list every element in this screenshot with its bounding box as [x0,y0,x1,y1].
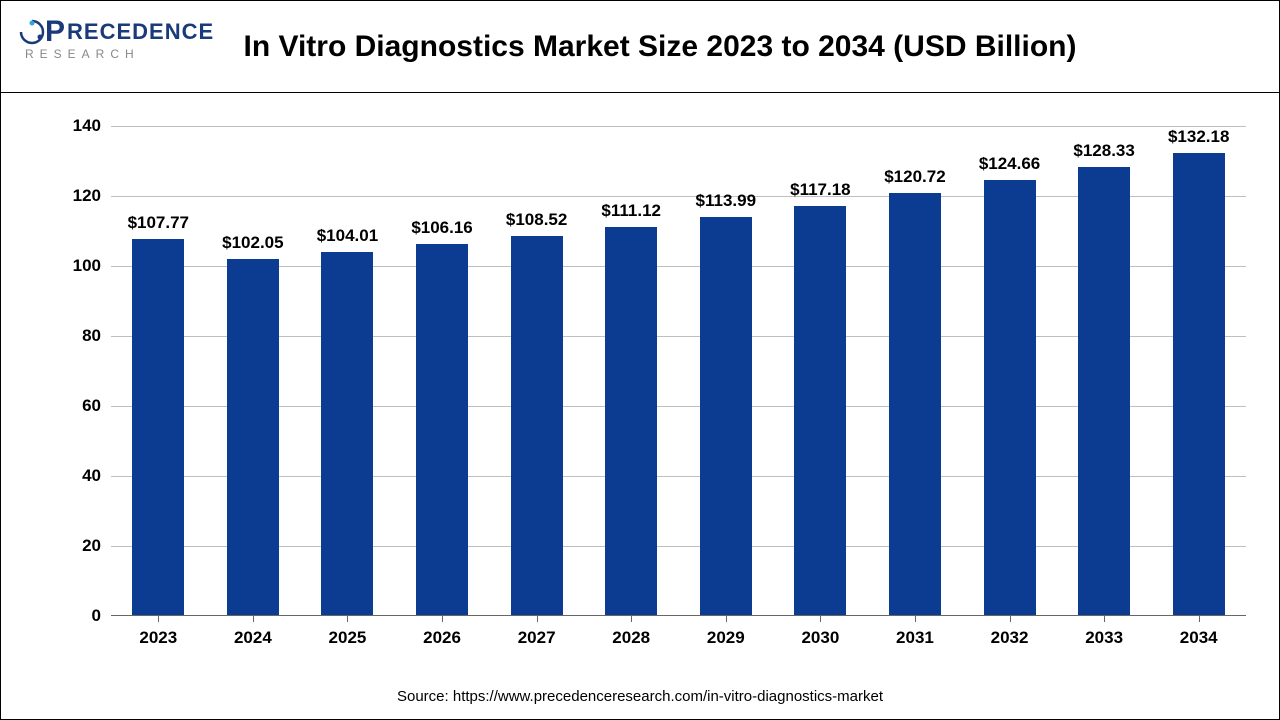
bar-slot: $128.33 [1057,126,1152,616]
bar [1173,153,1225,616]
bar-slot: $106.16 [395,126,490,616]
x-tick-label: 2032 [962,628,1057,648]
x-tick-label: 2031 [868,628,963,648]
logo-swirl-icon [19,19,45,45]
chart-container: P RECEDENCE RESEARCH In Vitro Diagnostic… [0,0,1280,720]
bar-slot: $117.18 [773,126,868,616]
bar-slot: $108.52 [489,126,584,616]
y-tick-label: 0 [56,606,101,626]
x-tick-mark [631,616,632,622]
y-tick-label: 120 [56,186,101,206]
x-tick-label: 2028 [584,628,679,648]
x-tick-label: 2030 [773,628,868,648]
bar [416,244,468,616]
chart-area: 020406080100120140 $107.77$102.05$104.01… [56,126,1246,656]
bar [605,227,657,616]
logo-line1: P RECEDENCE [19,15,179,49]
source-text: Source: https://www.precedenceresearch.c… [1,688,1279,705]
y-tick-label: 20 [56,536,101,556]
x-tick-mark [1010,616,1011,622]
y-tick-label: 60 [56,396,101,416]
header: P RECEDENCE RESEARCH In Vitro Diagnostic… [1,1,1279,93]
x-tick-label: 2024 [206,628,301,648]
x-tick-mark [1199,616,1200,622]
bar [984,180,1036,616]
bars-group: $107.77$102.05$104.01$106.16$108.52$111.… [111,126,1246,616]
x-tick-mark [915,616,916,622]
x-tick-mark [1104,616,1105,622]
x-tick-label: 2033 [1057,628,1152,648]
bar [227,259,279,616]
bar-slot: $104.01 [300,126,395,616]
x-tick-mark [726,616,727,622]
plot-area: $107.77$102.05$104.01$106.16$108.52$111.… [111,126,1246,616]
x-tick-label: 2025 [300,628,395,648]
bar [321,252,373,616]
x-tick-label: 2026 [395,628,490,648]
x-tick-label: 2023 [111,628,206,648]
y-tick-label: 80 [56,326,101,346]
bar-value-label: $107.77 [102,213,215,233]
bar [794,206,846,616]
x-tick-mark [820,616,821,622]
bar-slot: $113.99 [679,126,774,616]
bar-slot: $124.66 [962,126,1057,616]
bar [700,217,752,616]
bar-slot: $102.05 [206,126,301,616]
x-tick-label: 2034 [1151,628,1246,648]
logo-letter-p: P [45,15,66,49]
bar-slot: $132.18 [1151,126,1246,616]
bar-slot: $107.77 [111,126,206,616]
bar-slot: $120.72 [868,126,963,616]
bar [1078,167,1130,616]
bar [889,193,941,616]
x-tick-mark [442,616,443,622]
x-tick-label: 2027 [489,628,584,648]
x-tick-mark [158,616,159,622]
x-axis-line [111,615,1246,616]
x-tick-mark [347,616,348,622]
x-tick-mark [537,616,538,622]
bar [511,236,563,616]
logo-line2: RESEARCH [25,47,179,61]
bar-slot: $111.12 [584,126,679,616]
y-tick-label: 100 [56,256,101,276]
x-tick-label: 2029 [679,628,774,648]
y-tick-label: 40 [56,466,101,486]
logo-text-rest: RECEDENCE [67,19,214,45]
bar [132,239,184,616]
y-tick-label: 140 [56,116,101,136]
x-tick-mark [253,616,254,622]
logo: P RECEDENCE RESEARCH [19,15,179,61]
bar-value-label: $132.18 [1142,127,1255,147]
